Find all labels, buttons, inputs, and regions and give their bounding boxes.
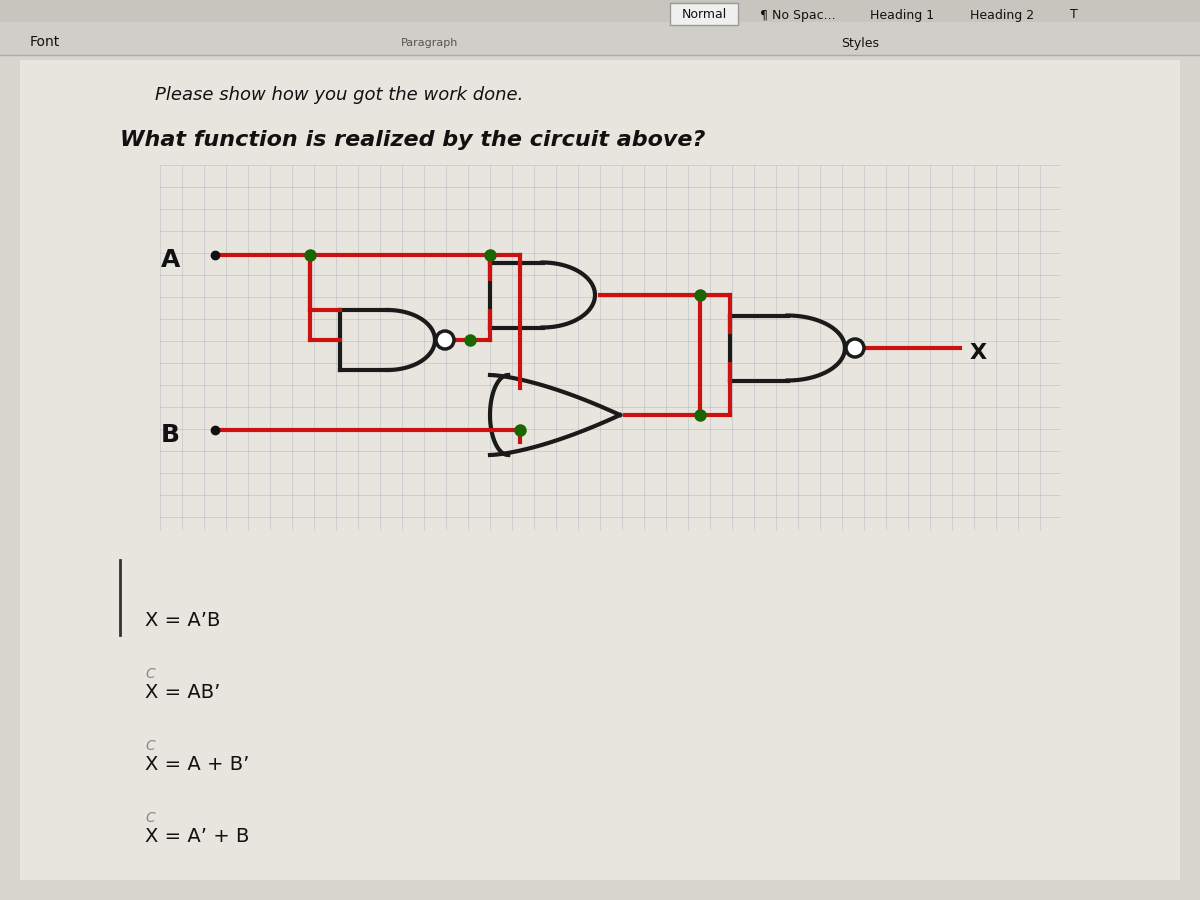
- Text: A: A: [161, 248, 180, 272]
- Text: Heading 2: Heading 2: [970, 8, 1034, 22]
- Text: Please show how you got the work done.: Please show how you got the work done.: [155, 86, 523, 104]
- Circle shape: [436, 331, 454, 349]
- Bar: [0, 0, 1200, 22]
- Text: T: T: [1070, 8, 1078, 22]
- Text: Paragraph: Paragraph: [401, 38, 458, 48]
- Text: Heading 1: Heading 1: [870, 8, 934, 22]
- Circle shape: [846, 339, 864, 357]
- Text: X = A’ + B: X = A’ + B: [145, 826, 250, 845]
- Text: Normal: Normal: [682, 8, 727, 22]
- Text: X = A’B: X = A’B: [145, 610, 221, 629]
- Text: B: B: [161, 423, 180, 447]
- Bar: [670, 3, 738, 25]
- Text: X = A + B’: X = A + B’: [145, 754, 250, 773]
- Text: C: C: [145, 739, 155, 753]
- Text: Font: Font: [30, 35, 60, 49]
- Text: ¶ No Spac...: ¶ No Spac...: [760, 8, 835, 22]
- Text: Styles: Styles: [841, 37, 878, 50]
- Text: X = AB’: X = AB’: [145, 682, 221, 701]
- Text: C: C: [145, 667, 155, 681]
- Text: X: X: [970, 343, 988, 363]
- Bar: [0, 0, 1200, 55]
- Text: C: C: [145, 811, 155, 825]
- Text: What function is realized by the circuit above?: What function is realized by the circuit…: [120, 130, 706, 150]
